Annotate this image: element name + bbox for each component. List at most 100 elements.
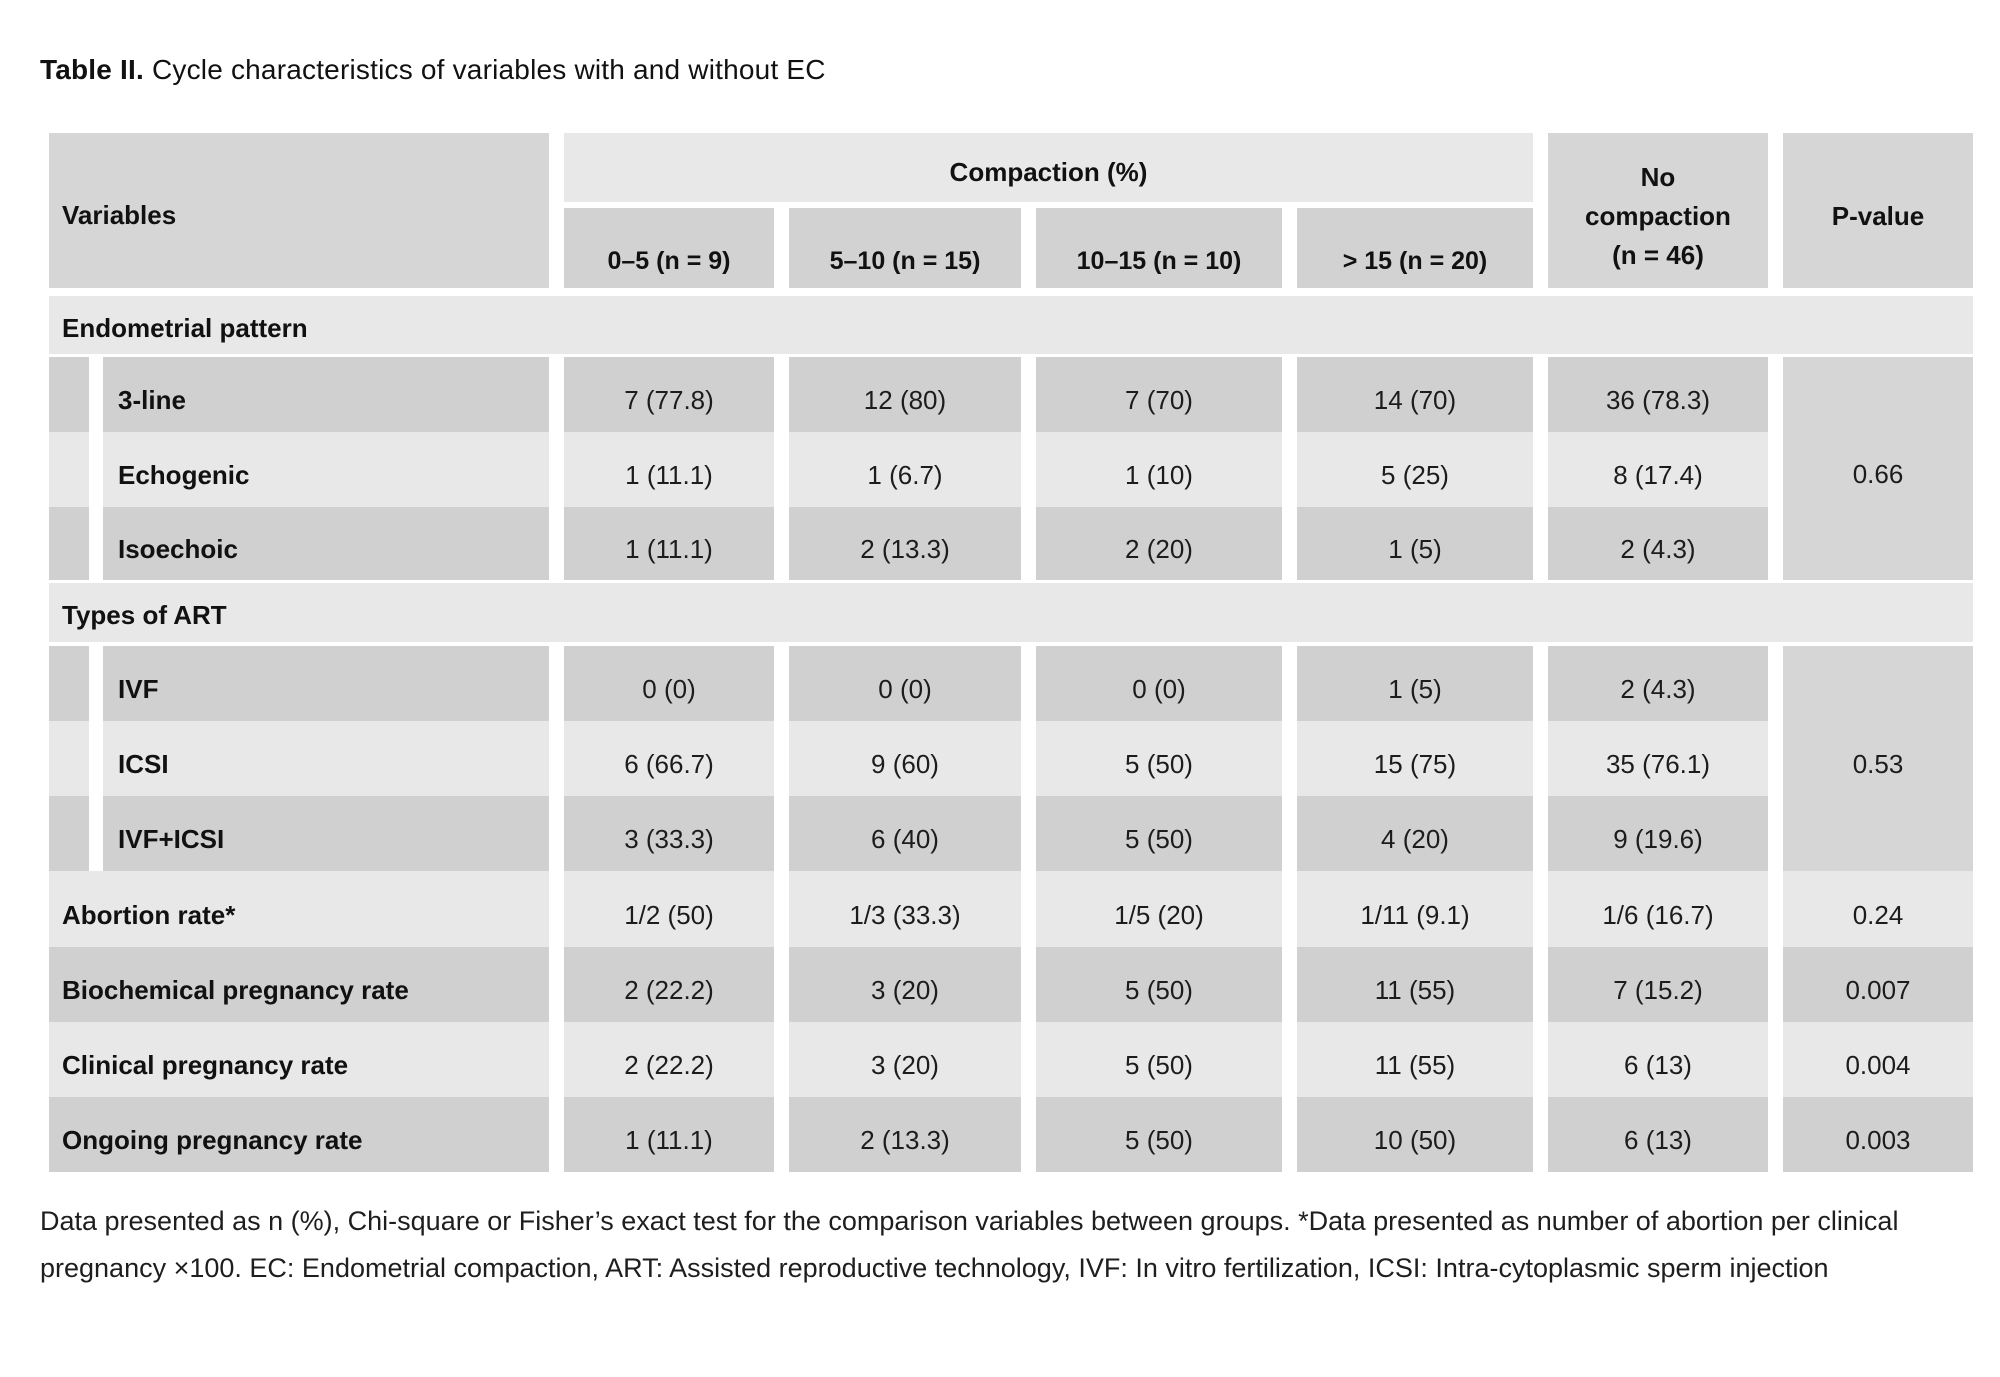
row-label-text: IVF+ICSI	[103, 796, 549, 871]
indent-strip	[49, 357, 89, 432]
indent-gap	[89, 646, 103, 721]
cell-echogenic-0-5: 1 (11.1)	[564, 432, 774, 507]
row-label-abortion-rate: Abortion rate*	[49, 871, 549, 947]
cell-ongoing-gt15: 10 (50)	[1297, 1097, 1533, 1172]
cell-biochem-nocomp: 7 (15.2)	[1548, 947, 1768, 1022]
row-label-3-line: 3-line	[49, 357, 549, 432]
header-compaction-group: Compaction (%)	[564, 133, 1533, 202]
row-label-ivf: IVF	[49, 646, 549, 721]
indent-strip	[49, 796, 89, 871]
cell-abortion-10-15: 1/5 (20)	[1036, 871, 1282, 947]
cell-ivficsi-0-5: 3 (33.3)	[564, 796, 774, 871]
cell-ongoing-nocomp: 6 (13)	[1548, 1097, 1768, 1172]
cell-ivficsi-5-10: 6 (40)	[789, 796, 1021, 871]
cell-ivf-gt15: 1 (5)	[1297, 646, 1533, 721]
p-value-art: 0.53	[1783, 646, 1973, 871]
section-types-of-art: Types of ART	[49, 583, 1973, 642]
cell-clinical-0-5: 2 (22.2)	[564, 1022, 774, 1097]
cell-ongoing-5-10: 2 (13.3)	[789, 1097, 1021, 1172]
cell-isoechoic-5-10: 2 (13.3)	[789, 507, 1021, 580]
cell-3line-0-5: 7 (77.8)	[564, 357, 774, 432]
row-label-text: IVF	[103, 646, 549, 721]
cell-isoechoic-10-15: 2 (20)	[1036, 507, 1282, 580]
cell-icsi-10-15: 5 (50)	[1036, 721, 1282, 796]
cell-3line-gt15: 14 (70)	[1297, 357, 1533, 432]
cell-3line-5-10: 12 (80)	[789, 357, 1021, 432]
cell-echogenic-gt15: 5 (25)	[1297, 432, 1533, 507]
cell-biochem-gt15: 11 (55)	[1297, 947, 1533, 1022]
p-value-ongoing: 0.003	[1783, 1097, 1973, 1172]
cell-abortion-5-10: 1/3 (33.3)	[789, 871, 1021, 947]
cell-3line-10-15: 7 (70)	[1036, 357, 1282, 432]
cell-biochem-10-15: 5 (50)	[1036, 947, 1282, 1022]
cell-clinical-10-15: 5 (50)	[1036, 1022, 1282, 1097]
row-label-clinical: Clinical pregnancy rate	[49, 1022, 549, 1097]
data-table: Variables Compaction (%) 0–5 (n = 9) 5–1…	[49, 133, 1973, 1172]
header-sub-gt15: > 15 (n = 20)	[1297, 208, 1533, 288]
table-title: Table II. Cycle characteristics of varia…	[40, 54, 826, 86]
header-p-value: P-value	[1783, 133, 1973, 288]
cell-clinical-nocomp: 6 (13)	[1548, 1022, 1768, 1097]
row-label-icsi: ICSI	[49, 721, 549, 796]
indent-strip	[49, 721, 89, 796]
p-value-endometrial: 0.66	[1783, 357, 1973, 580]
indent-gap	[89, 357, 103, 432]
indent-gap	[89, 721, 103, 796]
indent-strip	[49, 507, 89, 580]
cell-clinical-gt15: 11 (55)	[1297, 1022, 1533, 1097]
cell-isoechoic-gt15: 1 (5)	[1297, 507, 1533, 580]
indent-strip	[49, 646, 89, 721]
cell-ivficsi-10-15: 5 (50)	[1036, 796, 1282, 871]
cell-ivf-0-5: 0 (0)	[564, 646, 774, 721]
row-label-text: ICSI	[103, 721, 549, 796]
cell-icsi-0-5: 6 (66.7)	[564, 721, 774, 796]
row-label-ongoing: Ongoing pregnancy rate	[49, 1097, 549, 1172]
cell-isoechoic-nocomp: 2 (4.3)	[1548, 507, 1768, 580]
cell-icsi-gt15: 15 (75)	[1297, 721, 1533, 796]
cell-ivf-nocomp: 2 (4.3)	[1548, 646, 1768, 721]
indent-gap	[89, 432, 103, 507]
cell-ivf-5-10: 0 (0)	[789, 646, 1021, 721]
table-title-text: Cycle characteristics of variables with …	[143, 54, 826, 85]
row-label-echogenic: Echogenic	[49, 432, 549, 507]
row-label-text: Isoechoic	[103, 507, 549, 580]
cell-ongoing-10-15: 5 (50)	[1036, 1097, 1282, 1172]
p-value-biochemical: 0.007	[1783, 947, 1973, 1022]
section-endometrial-pattern: Endometrial pattern	[49, 296, 1973, 354]
header-sub-0-5: 0–5 (n = 9)	[564, 208, 774, 288]
cell-icsi-nocomp: 35 (76.1)	[1548, 721, 1768, 796]
row-label-text: Echogenic	[103, 432, 549, 507]
table-footnote: Data presented as n (%), Chi-square or F…	[40, 1206, 1899, 1283]
header-no-compaction-text: No compaction (n = 46)	[1585, 162, 1731, 270]
header-sub-10-15: 10–15 (n = 10)	[1036, 208, 1282, 288]
indent-gap	[89, 796, 103, 871]
table-title-number: Table II.	[40, 54, 144, 85]
header-no-compaction: No compaction (n = 46)	[1548, 133, 1768, 288]
row-label-isoechoic: Isoechoic	[49, 507, 549, 580]
header-sub-5-10: 5–10 (n = 15)	[789, 208, 1021, 288]
row-label-text: 3-line	[103, 357, 549, 432]
p-value-abortion: 0.24	[1783, 871, 1973, 947]
indent-strip	[49, 432, 89, 507]
header-variables: Variables	[49, 133, 549, 288]
cell-abortion-nocomp: 1/6 (16.7)	[1548, 871, 1768, 947]
cell-abortion-gt15: 1/11 (9.1)	[1297, 871, 1533, 947]
cell-biochem-5-10: 3 (20)	[789, 947, 1021, 1022]
cell-ongoing-0-5: 1 (11.1)	[564, 1097, 774, 1172]
p-value-clinical: 0.004	[1783, 1022, 1973, 1097]
cell-ivf-10-15: 0 (0)	[1036, 646, 1282, 721]
cell-abortion-0-5: 1/2 (50)	[564, 871, 774, 947]
cell-ivficsi-nocomp: 9 (19.6)	[1548, 796, 1768, 871]
cell-icsi-5-10: 9 (60)	[789, 721, 1021, 796]
cell-echogenic-5-10: 1 (6.7)	[789, 432, 1021, 507]
cell-clinical-5-10: 3 (20)	[789, 1022, 1021, 1097]
cell-3line-nocomp: 36 (78.3)	[1548, 357, 1768, 432]
row-label-ivf-icsi: IVF+ICSI	[49, 796, 549, 871]
cell-isoechoic-0-5: 1 (11.1)	[564, 507, 774, 580]
row-label-biochemical: Biochemical pregnancy rate	[49, 947, 549, 1022]
cell-echogenic-10-15: 1 (10)	[1036, 432, 1282, 507]
cell-biochem-0-5: 2 (22.2)	[564, 947, 774, 1022]
indent-gap	[89, 507, 103, 580]
cell-echogenic-nocomp: 8 (17.4)	[1548, 432, 1768, 507]
